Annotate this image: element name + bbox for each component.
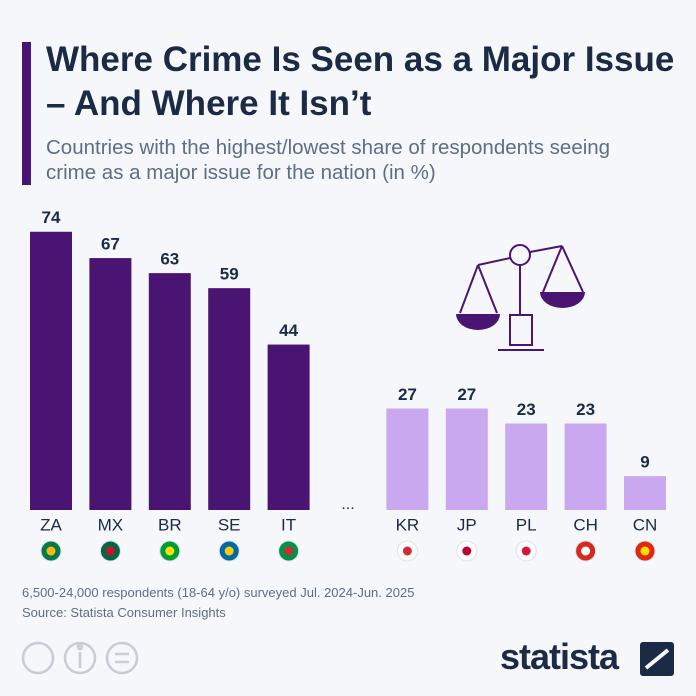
flag-detail: [105, 546, 115, 556]
x-tick-label: CN: [633, 515, 658, 534]
footer: 6,500-24,000 respondents (18-64 y/o) sur…: [22, 583, 414, 623]
x-tick-label: ZA: [40, 515, 62, 534]
x-tick-label: MX: [98, 515, 124, 534]
value-label: 27: [398, 385, 417, 404]
value-label: 59: [220, 265, 239, 284]
bar: [30, 231, 72, 510]
flag-detail: [284, 546, 294, 556]
note: 6,500-24,000 respondents (18-64 y/o) sur…: [22, 585, 415, 600]
flag-detail: [224, 546, 234, 556]
logo: statista: [500, 636, 619, 677]
x-tick-label: JP: [457, 515, 477, 534]
chart-title: Where Crime Is Seen as a Major Issue – A…: [46, 40, 675, 123]
bar: [624, 476, 666, 510]
flag-detail: [640, 546, 650, 556]
bar: [564, 423, 607, 510]
value-label: 67: [101, 235, 120, 254]
value-label: 27: [457, 385, 476, 404]
flag-detail: [165, 546, 175, 556]
bar: [89, 258, 132, 510]
bar: [148, 273, 191, 510]
x-tick-label: IT: [281, 515, 296, 534]
chart-subtitle: Countries with the highest/lowest share …: [46, 136, 611, 184]
value-label: 63: [160, 250, 179, 269]
bar: [267, 344, 310, 510]
flag-detail: [521, 546, 531, 556]
x-tick-label: BR: [158, 515, 182, 534]
bar: [386, 408, 429, 510]
value-label: 74: [42, 208, 61, 227]
bar: [445, 408, 488, 510]
value-label: 44: [279, 321, 298, 340]
x-tick-label: SE: [218, 515, 241, 534]
source: Source: Statista Consumer Insights: [22, 605, 226, 620]
value-label: 23: [576, 400, 595, 419]
gap-label: ...: [341, 496, 354, 513]
flag-detail: [581, 546, 591, 556]
x-tick-label: PL: [516, 515, 537, 534]
bar: [505, 423, 548, 510]
logo-mark: [640, 642, 674, 676]
bar: [208, 288, 251, 510]
flag-detail: [46, 546, 56, 556]
x-tick-label: CH: [573, 515, 598, 534]
x-tick-label: KR: [396, 515, 420, 534]
flag-detail: [402, 546, 412, 556]
accent-bar: [22, 42, 31, 185]
flag-detail: [462, 546, 472, 556]
scales-icon: [456, 244, 585, 351]
license-icons: [21, 641, 139, 675]
value-label: 9: [640, 453, 649, 472]
value-label: 23: [517, 400, 536, 419]
